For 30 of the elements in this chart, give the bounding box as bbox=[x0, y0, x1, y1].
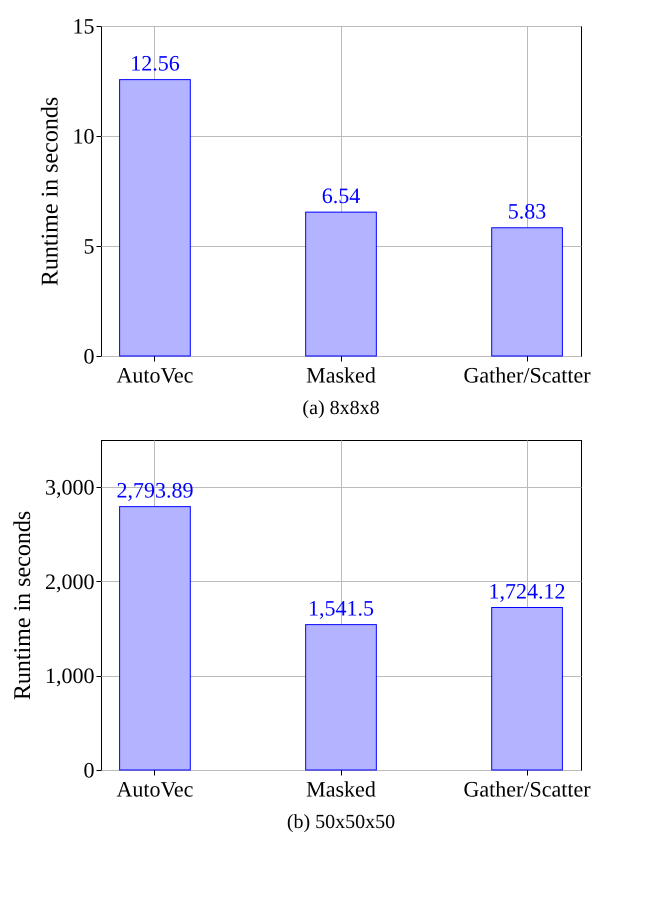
bar bbox=[305, 624, 377, 770]
x-tick-label: AutoVec bbox=[116, 362, 194, 388]
data-label: 5.83 bbox=[508, 198, 546, 224]
y-tick-label: 3,000 bbox=[45, 474, 94, 500]
y-axis-title: Runtime in seconds bbox=[38, 96, 64, 286]
data-label: 12.56 bbox=[130, 50, 180, 76]
text: (b) 50x50x50 bbox=[286, 811, 396, 833]
bar bbox=[491, 227, 563, 356]
data-label: 1,541.5 bbox=[308, 596, 374, 621]
x-tick-label: AutoVec bbox=[116, 776, 194, 802]
x-tick-label: Masked bbox=[306, 362, 376, 388]
bar bbox=[305, 212, 377, 356]
y-tick-label: 5 bbox=[84, 234, 94, 258]
x-tick-label: Gather/Scatter bbox=[464, 362, 592, 388]
bar bbox=[491, 606, 563, 770]
bar bbox=[119, 506, 191, 770]
y-axis-title: Runtime in seconds bbox=[10, 510, 36, 700]
y-tick-label: 2,000 bbox=[45, 568, 94, 594]
y-tick-label: 10 bbox=[72, 124, 94, 148]
x-tick-label: Gather/Scatter bbox=[464, 776, 592, 802]
y-tick-label: 0 bbox=[84, 758, 94, 782]
y-tick-label: 1,000 bbox=[45, 663, 94, 688]
bar bbox=[119, 79, 191, 356]
y-tick-label: 15 bbox=[72, 14, 94, 38]
data-label: 2,793.89 bbox=[116, 478, 194, 503]
data-label: 6.54 bbox=[322, 183, 360, 208]
data-label: 1,724.12 bbox=[488, 578, 566, 604]
text: (a) 8x8x8 bbox=[302, 397, 380, 419]
y-tick-label: 0 bbox=[84, 344, 94, 368]
x-tick-label: Masked bbox=[306, 776, 376, 802]
